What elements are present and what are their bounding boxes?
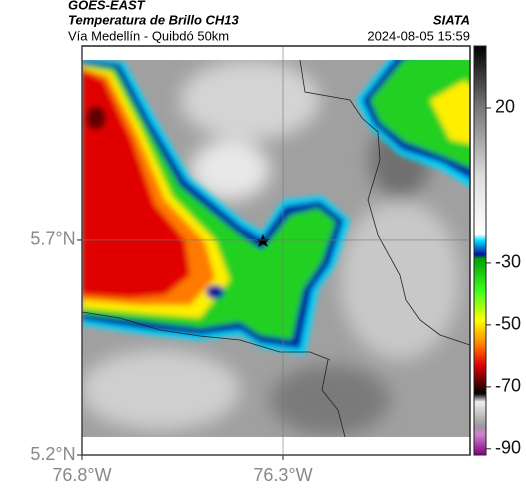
x-tick-label: 76.3°W — [253, 465, 312, 485]
colorbar-tick-label: 20 — [495, 97, 515, 117]
boundary — [82, 311, 331, 361]
satellite: GOES-EAST — [68, 0, 146, 12]
colorbar-tick-label: -50 — [495, 314, 521, 334]
source: SIATA — [433, 12, 470, 27]
timestamp: 2024-08-05 15:59 — [367, 28, 470, 43]
y-tick-label: 5.2°N — [30, 444, 75, 464]
x-tick-label: 76.8°W — [52, 465, 111, 485]
convective-cells — [82, 60, 470, 355]
colorbar-tick-label: -30 — [495, 252, 521, 272]
boundary — [299, 60, 470, 437]
imagery — [82, 60, 470, 437]
location-marker — [256, 234, 270, 247]
product: Temperatura de Brillo CH13 — [68, 12, 240, 27]
y-tick-label: 5.7°N — [30, 229, 75, 249]
colorbar-tick-label: -70 — [495, 376, 521, 396]
colorbar-tick-label: -90 — [495, 438, 521, 458]
colorbar — [473, 45, 487, 456]
route: Vía Medellín - Quibdó 50km — [68, 28, 229, 43]
